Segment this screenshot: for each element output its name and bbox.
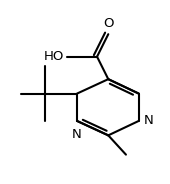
Text: O: O [103,17,114,30]
Text: N: N [144,114,153,127]
Text: HO: HO [44,50,64,63]
Text: N: N [72,128,82,141]
